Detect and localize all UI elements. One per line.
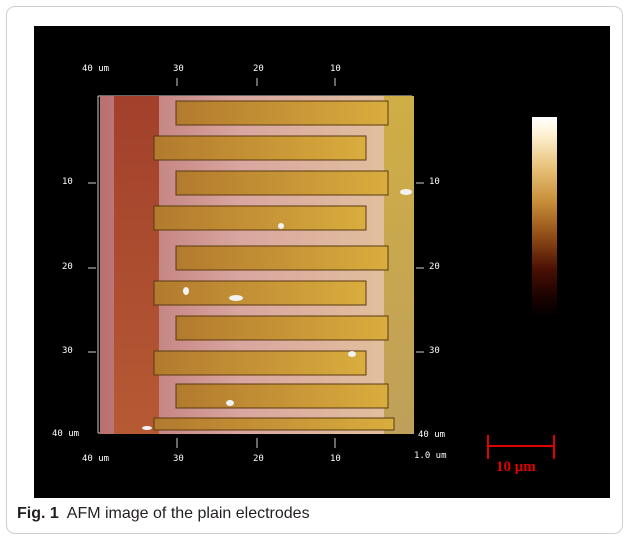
top-axis-label: 10 [330, 64, 341, 74]
right-axis-label: 30 [429, 346, 440, 356]
bottom-axis-label: 20 [253, 454, 264, 464]
caption-label: Fig. 1 [17, 505, 59, 522]
right-axis-label: 40 um [418, 430, 446, 440]
scale-bar-label: 10 μm [496, 459, 536, 475]
height-colorbar [532, 117, 557, 317]
left-axis-label: 10 [62, 177, 73, 187]
left-axis-label: 20 [62, 262, 73, 272]
top-axis-label: 30 [173, 64, 184, 74]
bottom-axis-label: 10 [330, 454, 341, 464]
afm-figure: 40 um 30 20 10 10 20 30 40 um 10 20 30 4… [34, 26, 610, 498]
bottom-axis-label: 40 um [82, 454, 110, 464]
caption-text: AFM image of the plain electrodes [66, 505, 310, 522]
figure-caption: Fig. 1 AFM image of the plain electrodes [17, 505, 310, 523]
top-axis-label: 40 um [82, 64, 110, 74]
bottom-axis-label: 30 [173, 454, 184, 464]
left-axis-label: 40 um [52, 429, 80, 439]
left-axis-label: 30 [62, 346, 73, 356]
right-axis-label: 10 [429, 177, 440, 187]
right-axis-label: 20 [429, 262, 440, 272]
z-range-label: 1.0 um [414, 451, 447, 461]
afm-image [88, 78, 424, 448]
scale-bar [487, 435, 555, 459]
top-axis-label: 20 [253, 64, 264, 74]
